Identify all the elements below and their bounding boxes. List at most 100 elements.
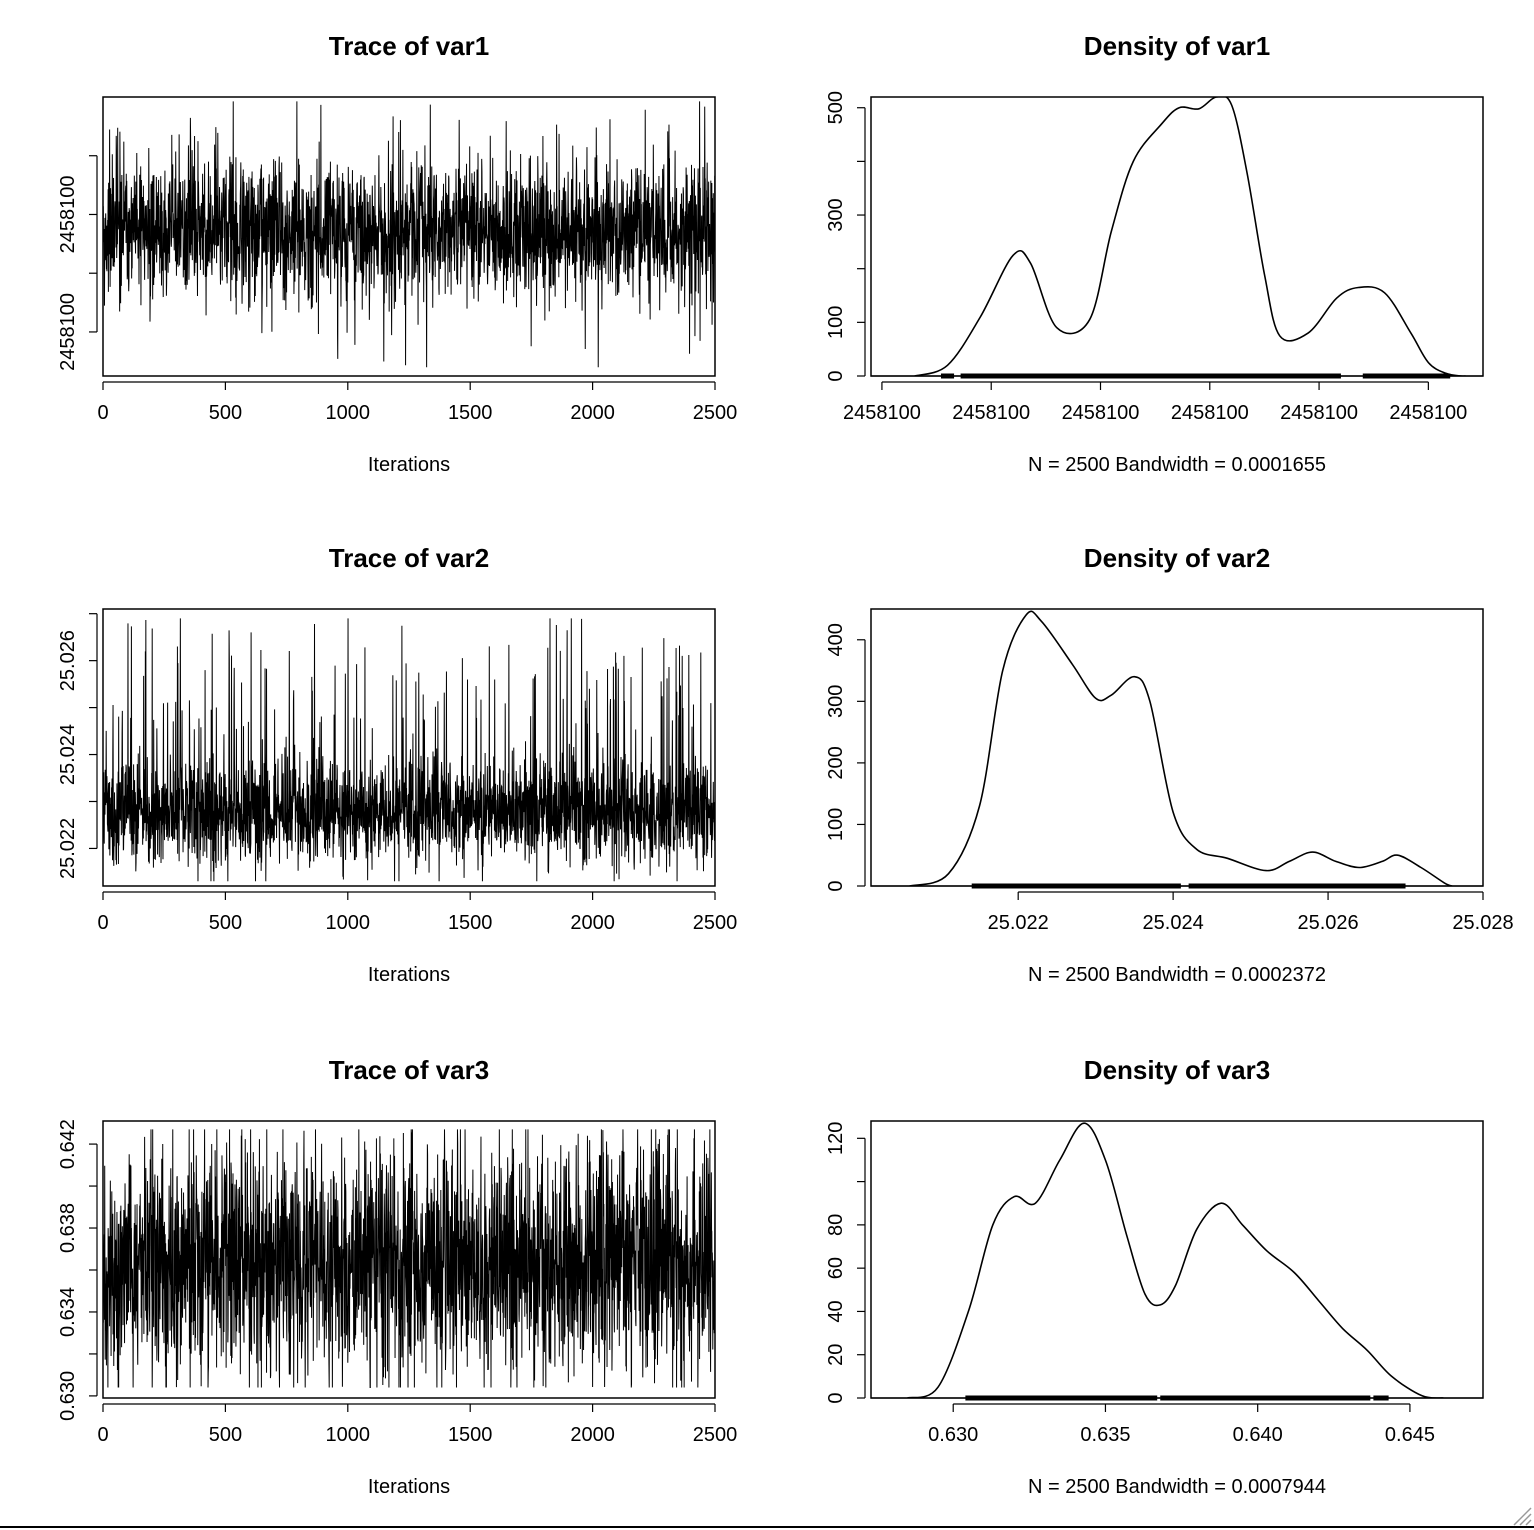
y-tick-label: 0 <box>825 370 847 381</box>
x-tick-label: 2500 <box>693 912 738 934</box>
plot-frame <box>870 608 1484 887</box>
y-axis: 2458100 2458100 <box>57 155 98 371</box>
x-axis-label: Iterations <box>368 454 450 476</box>
x-tick-label: 25.026 <box>1297 912 1358 934</box>
x-tick-label: 2500 <box>693 402 738 424</box>
window-bottom-border <box>0 1526 1534 1528</box>
y-tick-label: 25.026 <box>57 630 79 691</box>
x-axis-label: Iterations <box>368 1476 450 1498</box>
x-tick-label: 2458100 <box>1280 402 1358 424</box>
y-tick-label: 2458100 <box>57 293 79 371</box>
x-tick-label: 0 <box>97 912 108 934</box>
plot-frame <box>102 608 716 887</box>
x-tick-label: 2458100 <box>1171 402 1249 424</box>
chart-panel-1: Trace of var1 0 500 1000 1500 2000 2500 2458100… <box>57 31 737 476</box>
y-tick-label: 0.634 <box>57 1287 79 1337</box>
trace-line <box>103 101 715 368</box>
x-tick-label: 1500 <box>448 402 493 424</box>
x-axis: 0 500 1000 1500 2000 2500 <box>97 1403 738 1446</box>
x-tick-label: 2458100 <box>843 402 921 424</box>
x-tick-label: 0.630 <box>928 1424 978 1446</box>
chart-title: Density of var1 <box>1084 31 1270 61</box>
y-tick-label: 60 <box>825 1257 847 1279</box>
y-axis: 25.022 25.024 25.026 <box>57 613 98 879</box>
y-axis: 0 20 40 60 80 120 <box>825 1122 866 1404</box>
y-tick-label: 300 <box>825 198 847 231</box>
x-tick-label: 2458100 <box>952 402 1030 424</box>
x-tick-label: 1000 <box>326 912 371 934</box>
chart-title: Trace of var3 <box>329 1055 489 1085</box>
plot-frame <box>102 96 716 377</box>
x-tick-label: 2458100 <box>1062 402 1140 424</box>
chart-title: Trace of var2 <box>329 543 489 573</box>
x-tick-label: 1000 <box>326 1424 371 1446</box>
y-tick-label: 2458100 <box>57 176 79 254</box>
x-tick-label: 0 <box>97 1424 108 1446</box>
x-axis: 0 500 1000 1500 2000 2500 <box>97 891 738 934</box>
plot-frame <box>102 1120 716 1399</box>
y-tick-label: 0.630 <box>57 1371 79 1421</box>
y-tick-label: 500 <box>825 91 847 124</box>
y-tick-label: 25.024 <box>57 724 79 785</box>
y-axis: 0 100 200 300 400 <box>825 623 866 892</box>
chart-title: Density of var2 <box>1084 543 1270 573</box>
x-tick-label: 25.028 <box>1452 912 1513 934</box>
density-curve <box>909 610 1453 886</box>
y-tick-label: 25.022 <box>57 818 79 879</box>
y-tick-label: 100 <box>825 808 847 841</box>
y-tick-label: 400 <box>825 623 847 656</box>
chart-title: Density of var3 <box>1084 1055 1270 1085</box>
x-tick-label: 0 <box>97 402 108 424</box>
density-curve <box>914 97 1466 376</box>
y-tick-label: 20 <box>825 1344 847 1366</box>
x-axis-label: N = 2500 Bandwidth = 0.0002372 <box>1028 964 1326 986</box>
x-tick-label: 25.024 <box>1143 912 1204 934</box>
trace-line <box>103 1129 715 1389</box>
x-tick-label: 500 <box>209 1424 242 1446</box>
x-tick-label: 1500 <box>448 1424 493 1446</box>
x-tick-label: 500 <box>209 912 242 934</box>
plot-frame <box>870 96 1484 377</box>
trace-line <box>103 618 715 882</box>
x-tick-label: 2500 <box>693 1424 738 1446</box>
x-axis-label: N = 2500 Bandwidth = 0.0001655 <box>1028 454 1326 476</box>
x-tick-label: 1500 <box>448 912 493 934</box>
x-tick-label: 2458100 <box>1389 402 1467 424</box>
x-axis-label: N = 2500 Bandwidth = 0.0007944 <box>1028 1476 1326 1498</box>
x-tick-label: 0.640 <box>1233 1424 1283 1446</box>
x-tick-label: 0.645 <box>1385 1424 1435 1446</box>
x-axis: 2458100 2458100 2458100 2458100 2458100 24581… <box>843 381 1467 424</box>
y-tick-label: 200 <box>825 746 847 779</box>
density-curve <box>907 1122 1444 1398</box>
y-tick-label: 0 <box>825 880 847 891</box>
x-axis: 25.022 25.024 25.026 25.028 <box>988 891 1514 934</box>
y-tick-label: 300 <box>825 685 847 718</box>
x-tick-label: 0.635 <box>1080 1424 1130 1446</box>
chart-panel-4: Density of var2 25.022 25.024 25.026 25.028 0… <box>825 543 1514 986</box>
y-tick-label: 0 <box>825 1392 847 1403</box>
x-axis: 0 500 1000 1500 2000 2500 <box>97 381 738 424</box>
y-tick-label: 80 <box>825 1214 847 1236</box>
y-tick-label: 120 <box>825 1122 847 1155</box>
x-tick-label: 2000 <box>570 402 615 424</box>
y-tick-label: 0.642 <box>57 1119 79 1169</box>
y-tick-label: 0.638 <box>57 1203 79 1253</box>
x-tick-label: 1000 <box>326 402 371 424</box>
resize-grip-icon[interactable] <box>1510 1504 1532 1526</box>
plot-frame <box>870 1120 1484 1399</box>
x-tick-label: 25.022 <box>988 912 1049 934</box>
chart-title: Trace of var1 <box>329 31 489 61</box>
y-tick-label: 100 <box>825 306 847 339</box>
x-tick-label: 2000 <box>570 912 615 934</box>
x-tick-label: 500 <box>209 402 242 424</box>
y-axis: 0 100 300 500 <box>825 91 866 382</box>
x-axis-label: Iterations <box>368 964 450 986</box>
y-axis: 0.630 0.634 0.638 0.642 <box>57 1119 98 1421</box>
x-axis: 0.630 0.635 0.640 0.645 <box>928 1403 1435 1446</box>
chart-panel-6: Density of var3 0.630 0.635 0.640 0.645 0 20 40… <box>825 1055 1484 1498</box>
y-tick-label: 40 <box>825 1300 847 1322</box>
